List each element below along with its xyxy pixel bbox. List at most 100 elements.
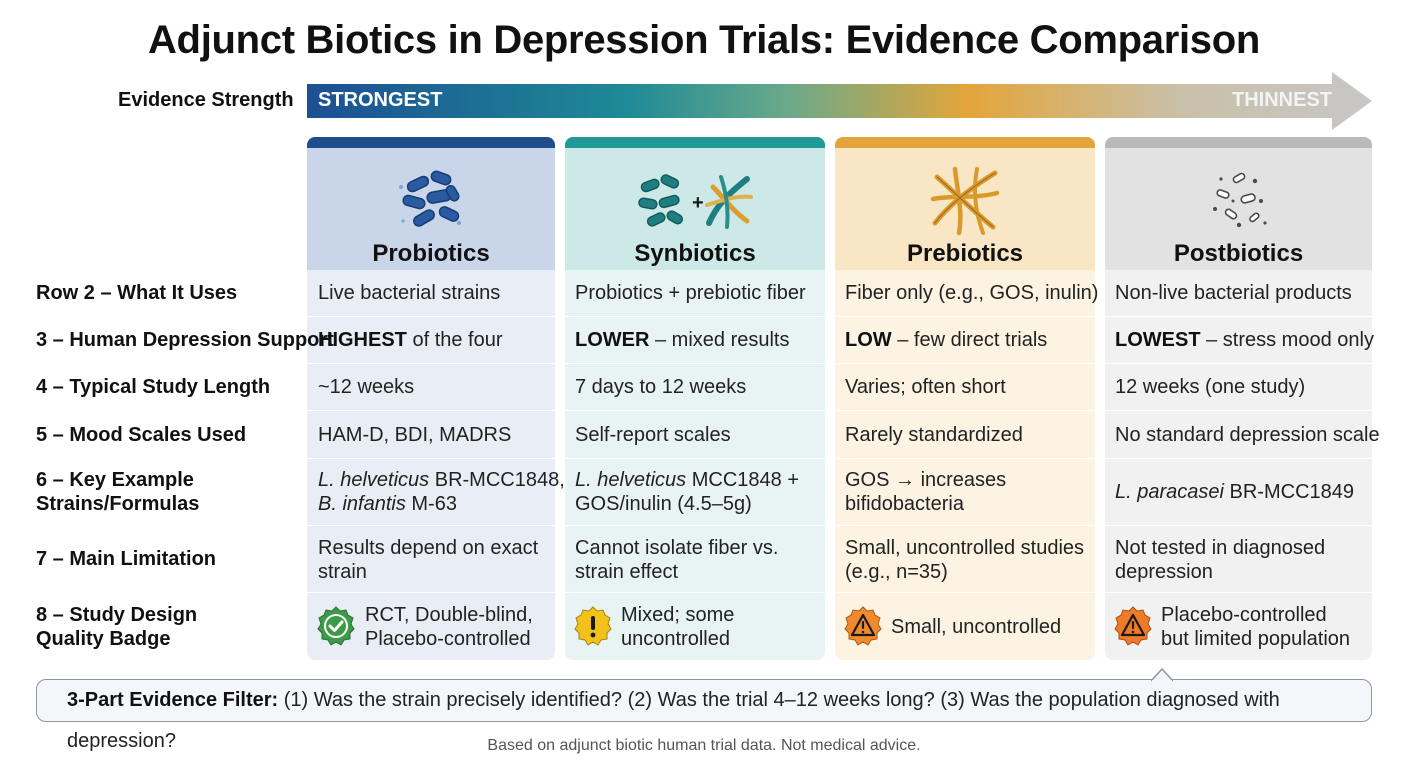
cell-length: Varies; often short [845, 376, 1006, 398]
limitation-line1: Cannot isolate fiber vs. [575, 537, 779, 559]
column-header-bar [565, 137, 825, 148]
row-label-strains-line2: Strains/Formulas [36, 493, 200, 515]
column-probiotics: Probiotics [307, 137, 555, 660]
column-header: Probiotics [307, 148, 555, 270]
fiber-strands-icon [930, 166, 1000, 236]
callout-pointer [1151, 668, 1173, 682]
design-line1: Mixed; some [621, 604, 735, 626]
strain-code: GOS/inulin (4.5–5g) [575, 493, 752, 515]
row-label-strains: 6 – Key Example Strains/Formulas [36, 468, 199, 516]
cell-limitation: Small, uncontrolled studies (e.g., n=35) [845, 536, 1084, 584]
column-title: Postbiotics [1173, 240, 1304, 267]
check-badge-icon [317, 606, 355, 646]
cell-design: RCT, Double-blind, Placebo-controlled [365, 603, 533, 651]
limitation-line1: Small, uncontrolled studies [845, 537, 1085, 559]
column-body [565, 270, 825, 660]
strongest-label: STRONGEST [318, 89, 443, 111]
column-body [835, 270, 1095, 660]
row-divider [307, 525, 1372, 526]
cell-scales: No standard depression scale [1115, 424, 1380, 446]
cell-scales: Rarely standardized [845, 424, 1023, 446]
row-divider [307, 363, 1372, 364]
row-label-design-line1: 8 – Study Design [36, 604, 198, 626]
support-detail: – mixed results [649, 329, 790, 351]
svg-text:+: + [692, 192, 704, 214]
limitation-line1: Results depend on exact [318, 537, 539, 559]
rod-bacteria-cluster-icon [399, 170, 461, 227]
column-body [1105, 270, 1372, 660]
row-label-strains-line1: 6 – Key Example [36, 469, 194, 491]
fragment-particles-icon [1212, 172, 1267, 228]
support-detail: – stress mood only [1200, 329, 1374, 351]
strain-line1: GOS → increases [845, 469, 1007, 491]
strain-code: BR-MCC1849 [1223, 481, 1355, 503]
column-header-bar [835, 137, 1095, 148]
limitation-line1: Not tested in diagnosed [1115, 537, 1326, 559]
cell-design: Placebo-controlled but limited populatio… [1161, 603, 1350, 651]
limitation-line2: depression [1115, 561, 1213, 583]
column-title: Prebiotics [906, 240, 1024, 267]
limitation-line2: strain effect [575, 561, 679, 583]
cell-limitation: Not tested in diagnosed depression [1115, 536, 1325, 584]
design-line1: RCT, Double-blind, [365, 604, 533, 626]
bacteria-plus-fiber-icon: + [638, 174, 753, 229]
cell-length: ~12 weeks [318, 376, 415, 398]
evidence-filter-text: (1) Was the strain precisely identified?… [67, 689, 1280, 752]
page-title: Adjunct Biotics in Depression Trials: Ev… [147, 18, 1261, 62]
column-header: + Synbiotics [565, 148, 825, 270]
cell-strains: L. helveticus BR-MCC1848, B. infantis M-… [318, 468, 565, 516]
strain-line2: bifidobacteria [845, 493, 964, 515]
support-detail: – few direct trials [891, 329, 1048, 351]
strain-name: L. helveticus [318, 469, 430, 491]
row-label-design-line2: Quality Badge [36, 628, 171, 650]
design-line2: but limited population [1161, 628, 1351, 650]
warning-triangle-badge-icon [1114, 606, 1152, 646]
strain-name: B. infantis [318, 493, 406, 515]
column-header: Postbiotics [1105, 148, 1372, 270]
column-synbiotics: + Synbiotics [565, 137, 825, 660]
column-title: Probiotics [372, 240, 490, 267]
thinnest-label: THINNEST [1232, 89, 1332, 111]
evidence-strength-arrow [307, 72, 1372, 130]
cell-length: 12 weeks (one study) [1115, 376, 1306, 398]
strain-name: L. paracasei [1115, 481, 1224, 503]
row-label-uses: Row 2 – What It Uses [36, 282, 238, 304]
cell-support: HIGHEST of the four [318, 328, 503, 352]
design-line2: uncontrolled [621, 628, 730, 650]
evidence-filter-box: 3-Part Evidence Filter: (1) Was the stra… [36, 679, 1372, 752]
column-header-bar [307, 137, 555, 148]
cell-uses: Probiotics + prebiotic fiber [575, 282, 806, 304]
cell-support: LOWEST – stress mood only [1115, 328, 1374, 352]
column-header: Prebiotics [835, 148, 1095, 270]
strain-code: M-63 [405, 493, 457, 515]
cell-strains: GOS → increases bifidobacteria [845, 468, 1006, 516]
evidence-strength-label: Evidence Strength [118, 89, 294, 111]
cell-support: LOW – few direct trials [845, 328, 1047, 352]
support-level: LOWEST [1115, 329, 1201, 351]
limitation-line2: (e.g., n=35) [845, 561, 948, 583]
support-level: LOWER [575, 329, 650, 351]
strain-code: BR-MCC1848, [429, 469, 565, 491]
cell-uses: Non-live bacterial products [1115, 282, 1352, 304]
column-title: Synbiotics [634, 240, 756, 267]
row-label-support: 3 – Human Depression Support [36, 329, 334, 351]
column-body [307, 270, 555, 660]
design-line2: Placebo-controlled [365, 628, 531, 650]
cell-support: LOWER – mixed results [575, 328, 790, 352]
warning-exclamation-badge-icon [574, 606, 612, 646]
warning-triangle-badge-icon [844, 606, 882, 646]
row-label-scales: 5 – Mood Scales Used [36, 424, 247, 446]
row-label-limitation: 7 – Main Limitation [36, 548, 217, 570]
cell-strains: L. helveticus MCC1848 + GOS/inulin (4.5–… [575, 468, 799, 516]
cell-limitation: Results depend on exact strain [318, 536, 538, 584]
design-line1: Placebo-controlled [1161, 604, 1327, 626]
footnote: Based on adjunct biotic human trial data… [487, 737, 921, 754]
cell-length: 7 days to 12 weeks [575, 376, 747, 398]
cell-strains: L. paracasei BR-MCC1849 [1115, 480, 1354, 504]
cell-scales: Self-report scales [575, 424, 731, 446]
cell-design: Small, uncontrolled [891, 616, 1062, 638]
column-header-bar [1105, 137, 1372, 148]
strain-name: L. helveticus [575, 469, 687, 491]
cell-design: Mixed; some uncontrolled [621, 603, 734, 651]
support-level: LOW [845, 329, 892, 351]
